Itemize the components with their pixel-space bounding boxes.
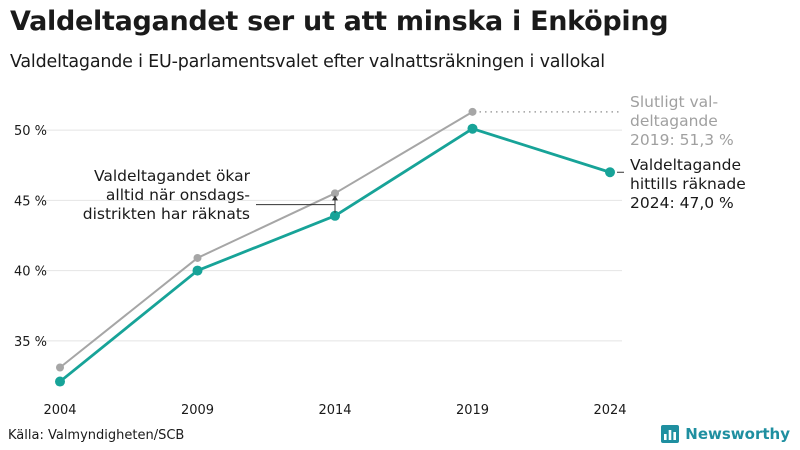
chart-title: Valdeltagandet ser ut att minska i Enköp… — [10, 6, 669, 37]
data-point-counted — [192, 265, 203, 276]
y-tick-label: 45 % — [14, 194, 47, 209]
data-point-counted — [605, 167, 615, 178]
brand-logo: Newsworthy — [661, 422, 790, 446]
data-point-final — [331, 189, 339, 198]
x-tick-label: 2014 — [318, 403, 351, 418]
y-axis: 35 % 40 % 45 % 50 % — [14, 124, 47, 350]
x-tick-label: 2019 — [456, 403, 489, 418]
data-point-counted — [55, 376, 65, 387]
x-tick-label: 2024 — [593, 403, 626, 418]
y-tick-label: 40 % — [14, 265, 47, 280]
data-point-counted — [467, 123, 478, 134]
series-layer — [55, 107, 615, 387]
data-point-final — [193, 253, 202, 262]
data-point-final — [468, 107, 477, 116]
grid-layer — [40, 129, 622, 342]
brand-name: Newsworthy — [685, 425, 790, 443]
annotation-increase: Valdeltagandet ökar alltid när onsdags-di… — [83, 167, 251, 223]
annotation-layer: Slutligt val-deltagande 2019: 51,3 % Valde… — [83, 93, 746, 223]
series-line-final — [59, 110, 474, 369]
source-note: Källa: Valmyndigheten/SCB — [8, 428, 185, 443]
arrow-up-icon — [332, 195, 338, 201]
x-tick-label: 2009 — [181, 403, 214, 418]
x-tick-label: 2004 — [43, 403, 76, 418]
y-tick-label: 35 % — [14, 335, 47, 350]
newsworthy-logo-icon — [661, 425, 680, 443]
chart-subtitle: Valdeltagande i EU-parlamentsvalet efter… — [10, 52, 605, 72]
annotation-final2019: Slutligt val-deltagande 2019: 51,3 % — [630, 93, 734, 149]
y-tick-label: 50 % — [14, 124, 47, 139]
annotation-counted2024: Valdeltagande hittills räknade 2024: 47,0 … — [630, 156, 746, 212]
data-point-counted — [330, 210, 340, 221]
data-point-final — [56, 363, 64, 372]
x-axis: 2004 2009 2014 2019 2024 — [43, 403, 626, 418]
